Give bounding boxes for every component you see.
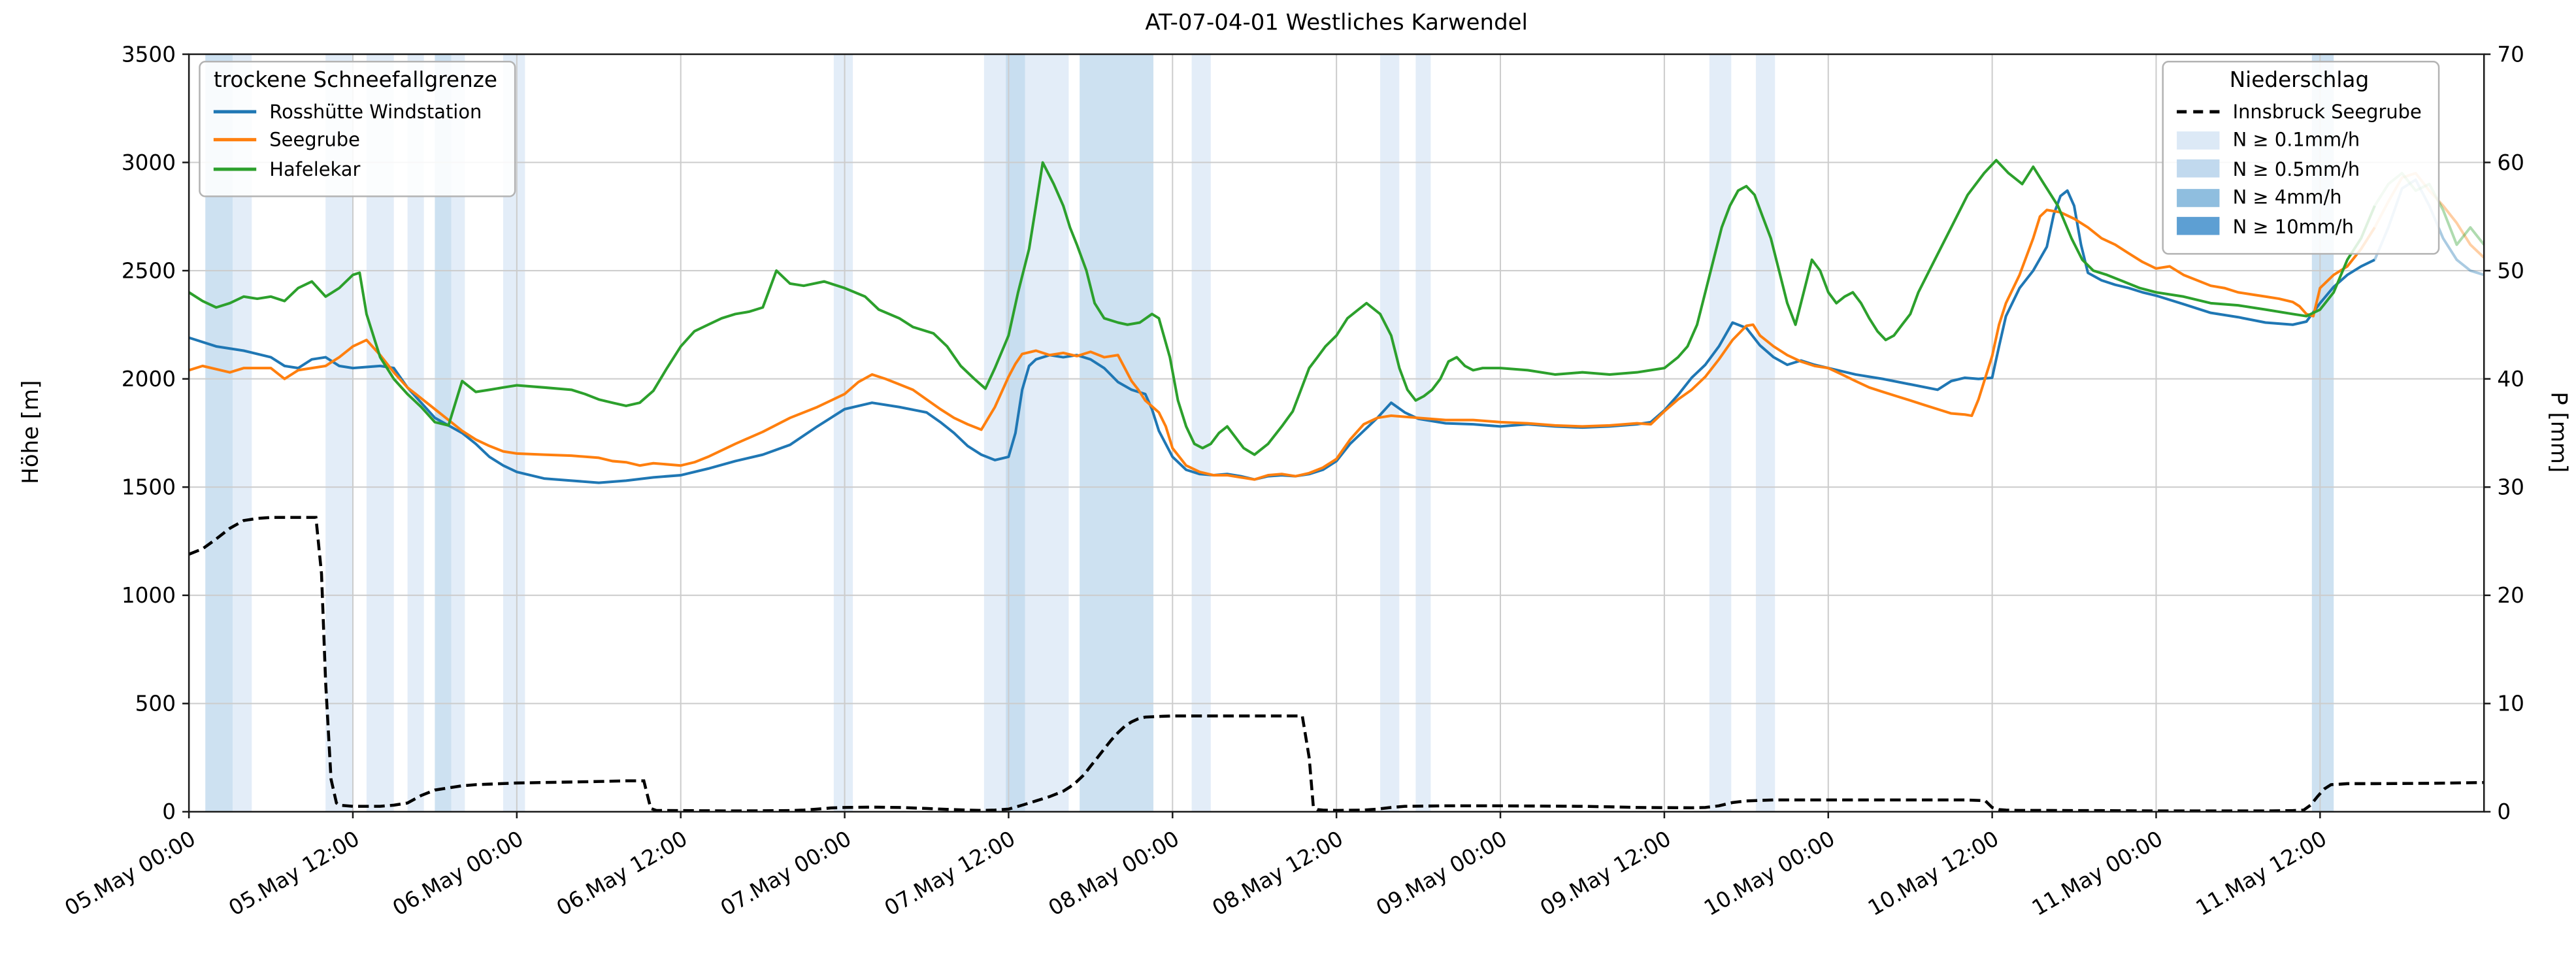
- x-tick-label: 06.May 00:00: [388, 826, 527, 921]
- plot-border: [188, 53, 2485, 813]
- precip-level-patch-icon: [2177, 188, 2220, 207]
- series-line-rossh-tte-windstation: [188, 189, 2375, 484]
- legend-item-precip-level-05: N ≥ 0.5mm/h: [2177, 157, 2422, 180]
- x-tick-label: 09.May 12:00: [1536, 826, 1675, 921]
- x-tick-label: 05.May 12:00: [225, 826, 364, 921]
- legend-item-innsbruck-seegrube: Innsbruck Seegrube: [2177, 99, 2422, 122]
- y-tick-label-left: 2500: [122, 258, 176, 283]
- legend-snowfall-limit: trockene Schneefallgrenze Rosshütte Wind…: [199, 61, 516, 197]
- x-tick-label: 08.May 12:00: [1208, 826, 1347, 921]
- y-tick-label-right: 20: [2497, 583, 2524, 608]
- precip-band-0.1: [1191, 54, 1211, 812]
- series-line-hafelekar: [188, 159, 2376, 456]
- precip-level-patch-icon: [2177, 130, 2220, 149]
- precip-band-0.1: [1380, 54, 1400, 812]
- precip-line-innsbruck-seegrube: [188, 516, 2485, 812]
- precip-band-0.1: [983, 54, 1069, 812]
- y-tick-label-left: 0: [162, 799, 176, 824]
- x-tick-label: 11.May 12:00: [2192, 826, 2331, 921]
- legend-item-precip-level-10: N ≥ 10mm/h: [2177, 214, 2422, 237]
- precip-band-0.1: [1755, 54, 1775, 812]
- y-tick-label-left: 1000: [122, 583, 176, 608]
- x-tick-label: 06.May 12:00: [552, 826, 691, 921]
- y-tick-label-left: 1500: [122, 475, 176, 500]
- legend-snowfall-title: trockene Schneefallgrenze: [213, 69, 498, 94]
- precip-band-0.1: [833, 54, 853, 812]
- y-axis-label-right: P [mm]: [2545, 392, 2571, 473]
- precip-level-patch-icon: [2177, 159, 2220, 178]
- precip-band-0.5: [1080, 54, 1154, 812]
- y-tick-label-right: 70: [2497, 42, 2524, 67]
- series-line-seegrube: [188, 209, 2376, 481]
- legend-item-seegrube: Seegrube: [213, 128, 497, 151]
- x-tick-label: 07.May 00:00: [716, 826, 855, 921]
- x-tick-label: 07.May 12:00: [880, 826, 1019, 921]
- y-tick-label-left: 500: [135, 692, 176, 716]
- y-tick-label-left: 3500: [122, 42, 176, 67]
- line-sample-icon: [213, 109, 257, 113]
- y-tick-label-right: 60: [2497, 150, 2524, 175]
- chart-title: AT-07-04-01 Westliches Karwendel: [1145, 10, 1528, 37]
- legend-precip-title: Niederschlag: [2229, 69, 2370, 94]
- y-axis-label-left: Höhe [m]: [18, 380, 44, 484]
- y-tick-label-right: 50: [2497, 258, 2524, 283]
- dashed-line-sample-icon: [2177, 109, 2220, 113]
- y-tick-label-left: 2000: [122, 367, 176, 392]
- x-tick-label: 05.May 00:00: [61, 826, 200, 921]
- x-tick-label: 10.May 00:00: [1700, 826, 1839, 921]
- y-tick-label-right: 0: [2497, 799, 2511, 824]
- legend-item-precip-level-01: N ≥ 0.1mm/h: [2177, 128, 2422, 151]
- legend-item-precip-level-4: N ≥ 4mm/h: [2177, 186, 2422, 209]
- line-sample-icon: [213, 138, 257, 142]
- y-tick-label-left: 3000: [122, 150, 176, 175]
- precip-band-0.1: [451, 54, 465, 812]
- legend-item-rosshuette-windstation: Rosshütte Windstation: [213, 99, 497, 122]
- y-tick-label-right: 30: [2497, 475, 2524, 500]
- x-tick-label: 08.May 00:00: [1044, 826, 1183, 921]
- x-tick-label: 10.May 12:00: [1864, 826, 2003, 921]
- precip-band-0.1: [1709, 54, 1732, 812]
- precip-level-patch-icon: [2177, 216, 2220, 235]
- precip-band-0.1: [1415, 54, 1431, 812]
- x-tick-label: 09.May 00:00: [1372, 826, 1511, 921]
- legend-item-hafelekar: Hafelekar: [213, 157, 497, 180]
- y-tick-label-right: 40: [2497, 367, 2524, 392]
- x-tick-label: 11.May 00:00: [2028, 826, 2167, 921]
- y-tick-label-right: 10: [2497, 692, 2524, 716]
- legend-precipitation: Niederschlag Innsbruck Seegrube N ≥ 0.1m…: [2162, 61, 2440, 255]
- line-sample-icon: [213, 167, 257, 171]
